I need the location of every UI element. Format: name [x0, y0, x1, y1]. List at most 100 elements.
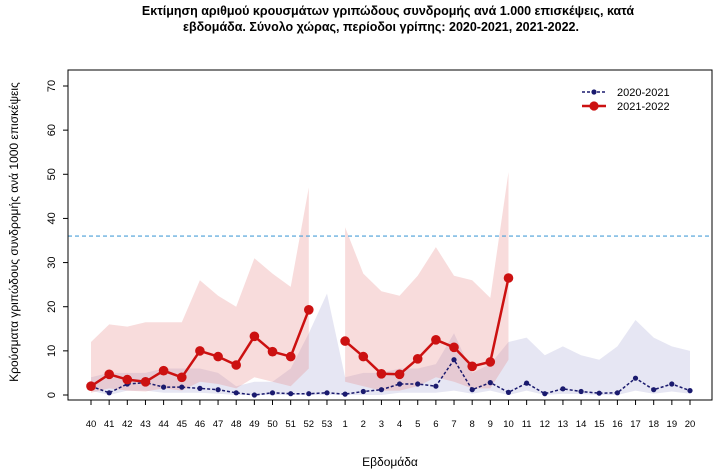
data-point-2021-2022 [340, 336, 350, 346]
data-point-2021-2022 [485, 357, 496, 367]
y-tick-label: 60 [46, 124, 58, 136]
data-point-2020-2021 [324, 390, 330, 396]
x-tick-label: 47 [213, 419, 224, 430]
data-point-2021-2022 [86, 381, 96, 392]
y-tick-label: 40 [46, 212, 58, 224]
y-tick-label: 30 [46, 256, 58, 268]
data-point-2021-2022 [449, 342, 459, 353]
x-tick-label: 46 [195, 419, 206, 430]
data-point-2020-2021 [596, 390, 602, 396]
data-point-2020-2021 [451, 357, 457, 363]
x-tick-label: 6 [433, 419, 438, 430]
x-tick-label: 53 [322, 419, 333, 430]
data-point-2020-2021 [614, 390, 621, 396]
data-point-2021-2022 [249, 331, 260, 342]
x-tick-label: 51 [285, 419, 296, 430]
x-tick-label: 52 [304, 419, 315, 430]
x-tick-label: 40 [86, 419, 97, 430]
x-tick-label: 10 [503, 419, 514, 430]
data-point-2021-2022 [122, 374, 133, 385]
data-point-2021-2022 [412, 354, 423, 364]
data-point-2021-2022 [104, 369, 114, 380]
data-point-2021-2022 [431, 335, 441, 345]
data-point-2020-2021 [542, 391, 548, 397]
x-tick-label: 14 [576, 419, 587, 430]
band-2020-2021 [91, 293, 690, 395]
x-tick-label: 43 [140, 419, 151, 430]
x-tick-label: 7 [451, 419, 456, 430]
data-point-2020-2021 [288, 391, 294, 397]
x-tick-label: 4 [397, 419, 402, 430]
x-tick-label: 5 [415, 419, 420, 430]
data-point-2021-2022 [467, 361, 478, 372]
data-point-2020-2021 [469, 387, 475, 393]
x-tick-label: 1 [342, 419, 347, 430]
data-point-2020-2021 [342, 391, 348, 397]
legend-label-2021-2022: 2021-2022 [617, 101, 670, 113]
x-tick-label: 19 [667, 419, 678, 430]
data-point-2020-2021 [651, 387, 657, 393]
x-tick-label: 15 [594, 419, 605, 430]
x-axis-label: Εβδομάδα [362, 455, 418, 469]
band-2021-2022 [345, 172, 509, 391]
data-point-2020-2021 [433, 383, 439, 389]
x-tick-label: 41 [104, 419, 115, 430]
data-point-2021-2022 [213, 351, 223, 362]
legend-marker-2020-2021 [591, 89, 597, 95]
data-point-2020-2021 [397, 381, 403, 387]
x-tick-label: 45 [176, 419, 187, 430]
series-line-2020-2021 [90, 358, 691, 396]
data-point-2020-2021 [215, 387, 221, 393]
x-tick-label: 16 [612, 419, 623, 430]
data-point-2021-2022 [285, 351, 296, 362]
x-tick-label: 48 [231, 419, 242, 430]
title-line-1: Εκτίμηση αριθμού κρουσμάτων γριπώδους συ… [141, 4, 635, 18]
x-tick-label: 13 [558, 419, 569, 430]
data-point-2020-2021 [669, 381, 675, 387]
data-point-2020-2021 [632, 375, 639, 381]
y-tick-label: 70 [46, 80, 58, 92]
data-point-2020-2021 [378, 387, 384, 393]
y-tick-label: 10 [46, 345, 58, 357]
x-tick-label: 49 [249, 419, 260, 430]
x-tick-label: 12 [539, 419, 550, 430]
x-tick-label: 18 [648, 419, 659, 430]
data-point-2020-2021 [179, 384, 185, 390]
legend-label-2020-2021: 2020-2021 [617, 87, 670, 99]
legend: 2020-2021 2021-2022 [582, 87, 670, 113]
data-point-2021-2022 [358, 351, 369, 362]
data-point-2021-2022 [158, 365, 169, 376]
data-point-2021-2022 [267, 346, 278, 357]
x-tick-label: 17 [630, 419, 641, 430]
band-2021-2022 [91, 187, 309, 393]
y-tick-label: 20 [46, 301, 58, 313]
plot-frame [67, 69, 713, 401]
title-line-2: εβδομάδα. Σύνολο χώρας, περίοδοι γρίπης:… [183, 20, 579, 34]
data-point-2020-2021 [161, 384, 167, 390]
data-point-2020-2021 [687, 388, 693, 394]
data-point-2020-2021 [360, 388, 366, 395]
data-point-2020-2021 [269, 390, 276, 396]
data-point-2021-2022 [394, 369, 405, 380]
data-point-2021-2022 [376, 369, 387, 379]
x-tick-label: 20 [685, 419, 696, 430]
x-tick-label: 3 [379, 419, 384, 430]
confidence-bands [91, 172, 690, 395]
x-tick-label: 11 [522, 419, 532, 430]
data-point-2021-2022 [177, 372, 187, 383]
data-point-2020-2021 [233, 390, 239, 396]
data-point-2020-2021 [487, 380, 493, 386]
legend-marker-2021-2022 [589, 101, 599, 111]
chart-title: Εκτίμηση αριθμού κρουσμάτων γριπώδους συ… [88, 3, 688, 35]
data-point-2020-2021 [560, 386, 566, 392]
data-point-2020-2021 [197, 385, 203, 391]
data-point-2020-2021 [106, 390, 112, 396]
data-point-2020-2021 [505, 389, 512, 395]
x-tick-label: 2 [361, 419, 366, 430]
data-point-2020-2021 [578, 388, 584, 395]
x-tick-label: 8 [470, 419, 475, 430]
data-point-2020-2021 [306, 391, 312, 397]
y-tick-label: 0 [46, 392, 58, 398]
data-point-2021-2022 [140, 377, 151, 387]
